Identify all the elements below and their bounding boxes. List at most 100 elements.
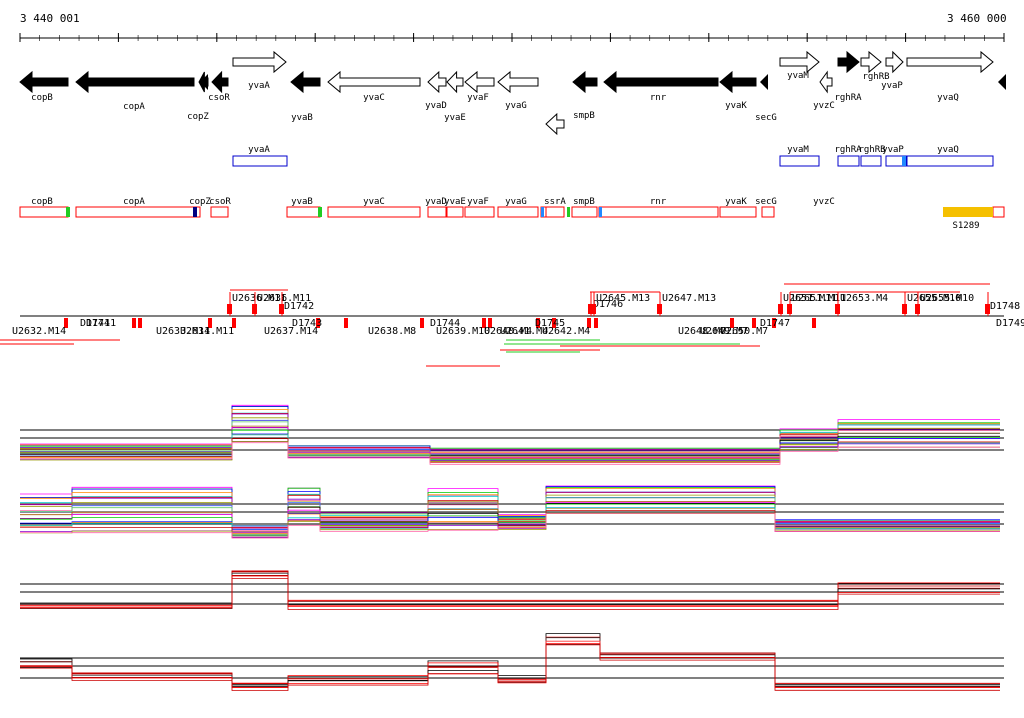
segment-marker-below — [594, 318, 598, 328]
panel2-trace — [20, 507, 1000, 536]
blue-transcript-label-yvaM: yvaM — [787, 145, 809, 155]
segment-label-below: D1747 — [760, 318, 790, 329]
red-transcript-label-ssrA: ssrA — [544, 197, 566, 207]
segment-marker-below — [132, 318, 136, 328]
segment-label-above: U2636.M11 — [257, 293, 311, 304]
red-transcript-yvaD — [427, 206, 447, 218]
gene-label-yvaF: yvaF — [467, 93, 489, 103]
panel2-trace — [20, 485, 1000, 528]
gene-label-yvaG: yvaG — [505, 101, 527, 111]
panel3-trace — [20, 578, 1000, 610]
red-transcript-yvaG — [497, 206, 539, 218]
gene-label-csoR: csoR — [208, 93, 230, 103]
gene-label-yvzC: yvzC — [813, 101, 835, 111]
segment-marker-above — [787, 304, 792, 314]
red-transcript-label-yvaB: yvaB — [291, 197, 313, 207]
segment-marker-below — [552, 318, 556, 328]
segment-label-below: D1744 — [430, 318, 460, 329]
red-transcript-label-yvzC: yvzC — [813, 197, 835, 207]
red-transcript-label-yvaC: yvaC — [363, 197, 385, 207]
gene-arrow-yvaC — [327, 70, 421, 94]
red-transcript-yvzC — [761, 206, 775, 218]
gene-arrow-yvaG — [497, 70, 539, 94]
segment-marker-below — [344, 318, 348, 328]
green-marker — [318, 207, 322, 217]
blue-transcript-label-rghRB: rghRB — [858, 145, 885, 155]
gene-label-copB: copB — [31, 93, 53, 103]
gene-label-smpB: smpB — [573, 111, 595, 121]
red-transcript-label-copB: copB — [31, 197, 53, 207]
ruler-end-label: 3 460 000 — [947, 12, 1007, 25]
segment-label-above: U2655.M10 — [907, 293, 961, 304]
gene-arrow-yvaA — [232, 50, 287, 74]
gene-arrow-yvaM — [779, 50, 820, 74]
gene-arrow-copA — [75, 70, 195, 94]
segment-marker-below — [772, 318, 776, 328]
segment-marker-above — [902, 304, 907, 314]
blue-transcript-label-yvaP: yvaP — [882, 145, 904, 155]
segment-label-below: U2632.M14 — [12, 326, 66, 337]
red-transcript-secG — [719, 206, 757, 218]
segment-label-above: U2653.M4 — [840, 293, 888, 304]
gene-label-yvaD: yvaD — [425, 101, 447, 111]
red-transcript-label-yvaG: yvaG — [505, 197, 527, 207]
gene-label-yvaP: yvaP — [881, 81, 903, 91]
gene-label-yvaE: yvaE — [444, 113, 466, 123]
panel2-trace — [20, 513, 1000, 539]
gene-arrow-yvaD — [427, 70, 447, 94]
segment-marker-below — [316, 318, 320, 328]
gold-feature-label: S1289 — [952, 221, 979, 231]
red-transcript-yvaF — [464, 206, 495, 218]
segment-label-below: D1749 — [996, 318, 1024, 329]
panel2-trace — [20, 497, 1000, 533]
gene-arrow-yvaE — [446, 70, 464, 94]
red-transcript-label-yvaD: yvaD — [425, 197, 447, 207]
segment-marker-below — [812, 318, 816, 328]
gene-arrow-rghRB — [860, 50, 882, 74]
gene-label-yvaB: yvaB — [291, 113, 313, 123]
gene-arrow-yvzC — [819, 70, 833, 94]
segment-label-below: D1741 — [86, 318, 116, 329]
gene-arrow-rghRA — [837, 50, 860, 74]
blue-marker — [541, 207, 544, 217]
gene-label-yvaC: yvaC — [363, 93, 385, 103]
red-transcript-label-yvaF: yvaF — [467, 197, 489, 207]
segment-marker-below — [420, 318, 424, 328]
red-transcript-csoR — [210, 206, 229, 218]
gene-label-rghRB: rghRB — [862, 72, 889, 82]
panel2-trace — [20, 503, 1000, 536]
gene-label-yvaM: yvaM — [787, 71, 809, 81]
blue-transcript-yvaQ — [906, 155, 994, 167]
segment-label-below: U2638.M8 — [368, 326, 416, 337]
segment-label-above: U2651.M11 — [783, 293, 837, 304]
blue-marker — [902, 156, 906, 166]
segment-label-below: D1743 — [292, 318, 322, 329]
blue-transcript-rghRA — [837, 155, 860, 167]
segment-label-below: D1745 — [535, 318, 565, 329]
red-transcript-rnr — [571, 206, 598, 218]
panel3-trace — [20, 575, 1000, 608]
gene-arrow-yvaF — [464, 70, 495, 94]
red-transcript-label-yvaE: yvaE — [444, 197, 466, 207]
ruler-start-label: 3 440 001 — [20, 12, 80, 25]
red-box-end — [992, 206, 1005, 218]
gene-arrow-copB — [19, 70, 69, 94]
segment-label-below: U2639.M10 — [436, 326, 490, 337]
blue-transcript-rghRB — [860, 155, 882, 167]
segment-label-above: U2651.M11 — [792, 293, 846, 304]
segment-label-below: D1741 — [80, 318, 110, 329]
gene-arrow-secG — [719, 70, 757, 94]
red-transcript-label-yvaK: yvaK — [725, 197, 747, 207]
segment-marker-above — [588, 304, 593, 314]
small-gene-marker — [200, 74, 208, 90]
segment-marker-above — [985, 304, 990, 314]
segment-marker-above — [227, 304, 232, 314]
panel4-trace — [20, 633, 1000, 685]
segment-label-below: U2637.M14 — [264, 326, 318, 337]
red-transcript-smpB — [545, 206, 565, 218]
gene-label-yvaA: yvaA — [248, 81, 270, 91]
gene-label-copA: copA — [123, 102, 145, 112]
navy-marker — [193, 207, 197, 217]
